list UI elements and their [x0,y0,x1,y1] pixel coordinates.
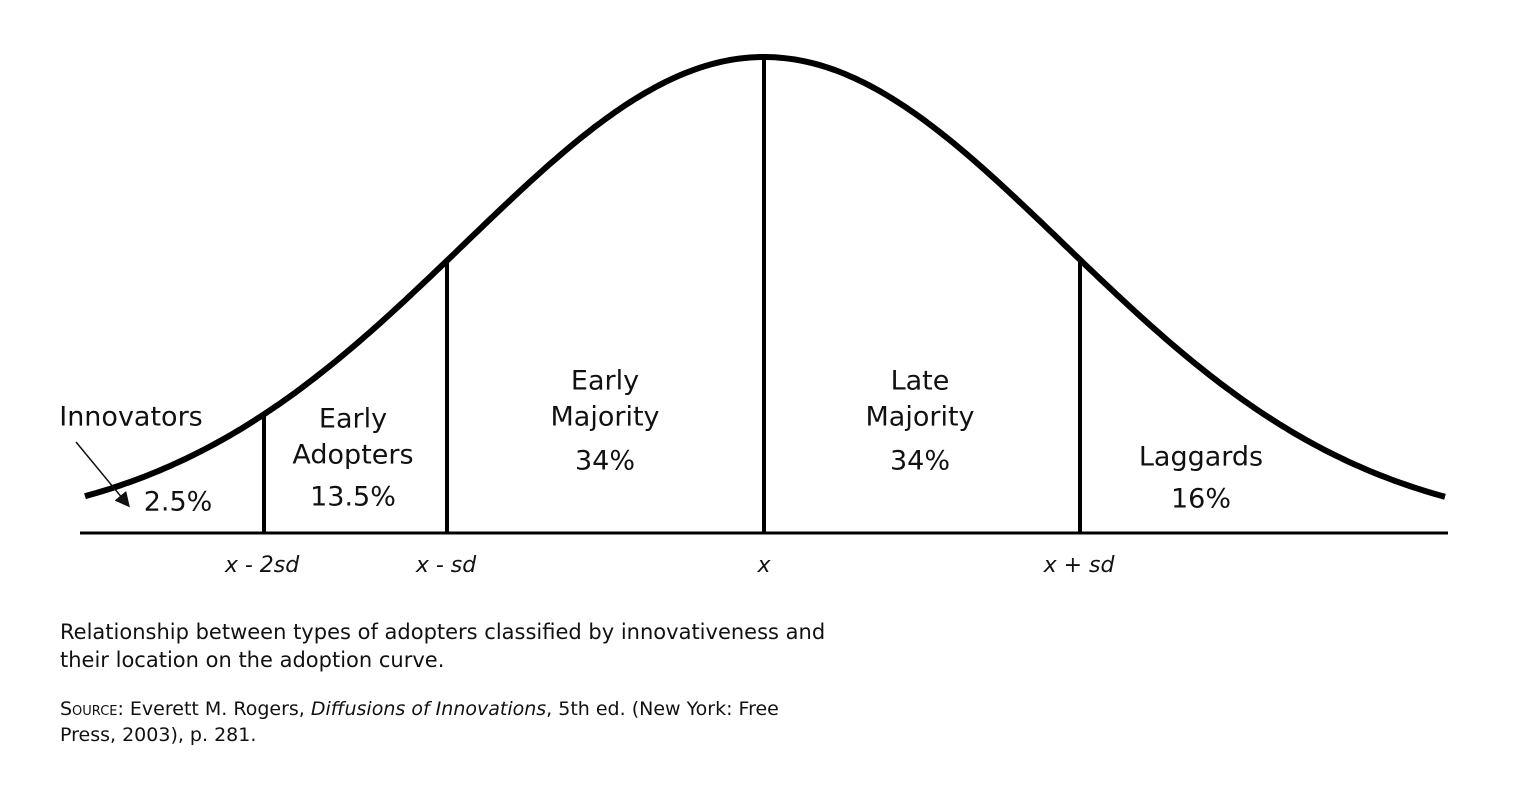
segment-label: Late [891,366,950,397]
axis-label: x + sd [1043,553,1116,578]
segment-share: 2.5% [144,487,213,518]
axis-label: x [756,553,771,578]
arrow [75,441,130,508]
source-author: : Everett M. Rogers, [117,698,311,720]
segment-label: Innovators [59,402,203,433]
segment-share: 13.5% [310,482,396,513]
segment-label: Early [319,404,387,435]
segment-share: 34% [890,446,950,477]
axis-label: x - 2sd [224,553,300,578]
segment-label: Early [571,366,639,397]
segment-label: Majority [865,402,974,433]
source-details: , 5th ed. (New York: Free Press, 2003), … [60,698,779,746]
source-prefix: Source [60,698,118,720]
segment-label: Laggards [1139,442,1263,473]
segment-share: 16% [1171,484,1231,515]
axis-label: x - sd [415,553,477,578]
caption: Relationship between types of adopters c… [60,620,826,672]
source: Source: Everett M. Rogers, Diffusions of… [60,696,820,748]
segment-label: Adopters [292,440,413,471]
segment-share: 34% [575,446,635,477]
source-work: Diffusions of Innovations [310,698,547,720]
segment-label: Majority [550,402,659,433]
